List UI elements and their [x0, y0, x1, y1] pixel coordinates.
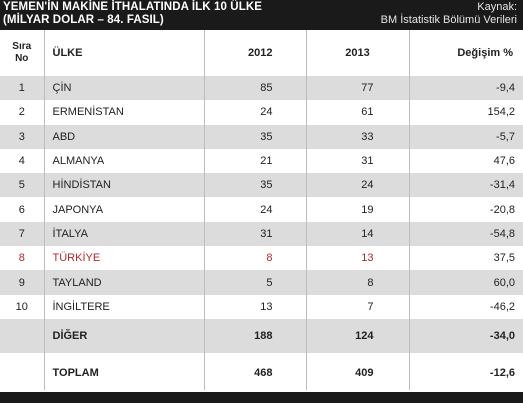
country-cell: HİNDİSTAN: [44, 173, 205, 198]
other-2012: 188: [204, 318, 307, 353]
rank-cell: 3: [0, 124, 45, 149]
value-2013-cell: 14: [306, 221, 410, 247]
table-row: 6 JAPONYA 24 19 -20,8: [0, 197, 523, 222]
total-2013: 409: [306, 355, 410, 390]
value-2012-cell: 31: [204, 221, 307, 247]
country-cell: ERMENİSTAN: [44, 100, 205, 125]
value-2013-cell: 24: [306, 173, 410, 198]
value-2012-cell: 8: [204, 246, 307, 271]
value-2013-cell: 33: [306, 124, 410, 149]
header-rank: Sıra No: [0, 30, 45, 76]
rank-cell-empty: [0, 318, 45, 353]
title-line-1: YEMEN'İN MAKİNE İTHALATINDA İLK 10 ÜLKE: [3, 1, 262, 13]
value-2012-cell: 5: [204, 270, 307, 295]
table-title: YEMEN'İN MAKİNE İTHALATINDA İLK 10 ÜLKE …: [3, 1, 303, 27]
table-row: 9 TAYLAND 5 8 60,0: [0, 270, 523, 295]
table-row: 4 ALMANYA 21 31 47,6: [0, 148, 523, 174]
other-change: -34,0: [409, 318, 523, 353]
value-2012-cell: 85: [204, 76, 307, 101]
header-2013: 2013: [306, 30, 410, 76]
source-text: BM İstatistik Bölümü Verileri: [380, 14, 517, 26]
country-cell: İNGİLTERE: [44, 294, 205, 319]
change-cell: -9,4: [409, 76, 523, 101]
value-2012-cell: 24: [204, 100, 307, 125]
rank-cell: 6: [0, 197, 45, 222]
value-2013-cell: 13: [306, 246, 410, 271]
value-2012-cell: 13: [204, 294, 307, 319]
rank-cell: 9: [0, 270, 45, 295]
change-cell: 47,6: [493, 155, 515, 168]
country-cell: ÇİN: [44, 76, 205, 101]
value-2012-cell: 35: [204, 173, 307, 198]
change-cell: -31,4: [409, 173, 523, 198]
value-2012-cell: 21: [204, 148, 307, 174]
value-2012-cell: 24: [204, 197, 307, 222]
table-row: 1 ÇİN 85 77 -9,4: [0, 76, 523, 101]
country-cell: İTALYA: [44, 221, 205, 247]
value-2013-cell: 19: [306, 197, 410, 222]
table-row: 10 İNGİLTERE 13 7 -46,2: [0, 294, 523, 319]
table-row: 5 HİNDİSTAN 35 24 -31,4: [0, 173, 523, 198]
change-cell: -46,2: [489, 300, 515, 313]
country-cell: JAPONYA: [44, 197, 205, 222]
change-cell: -5,7: [409, 124, 523, 149]
table-header-row: Sıra No ÜLKE 2012 2013 Değişim %: [0, 30, 523, 76]
total-2012: 468: [204, 355, 307, 390]
other-2013: 124: [306, 318, 410, 353]
change-cell: 37,5: [493, 252, 515, 265]
value-2012-cell: 35: [204, 124, 307, 149]
value-2013-cell: 77: [306, 76, 410, 101]
value-2013-cell: 31: [306, 148, 410, 174]
value-2013-cell: 61: [306, 100, 410, 125]
country-cell: ABD: [44, 124, 205, 149]
table-row: 7 İTALYA 31 14 -54,8: [0, 221, 523, 247]
footer-bar: [0, 392, 523, 403]
rank-cell: 7: [0, 221, 45, 247]
header-bar: YEMEN'İN MAKİNE İTHALATINDA İLK 10 ÜLKE …: [0, 0, 523, 30]
total-row: TOPLAM 468 409 -12,6: [0, 355, 523, 390]
table-row: 3 ABD 35 33 -5,7: [0, 124, 523, 149]
change-cell: -20,8: [489, 203, 515, 216]
value-2013-cell: 8: [306, 270, 410, 295]
country-cell: ALMANYA: [44, 148, 205, 174]
source-note: Kaynak: BM İstatistik Bölümü Verileri: [381, 1, 517, 27]
other-label: DİĞER: [44, 318, 205, 353]
country-cell: TÜRKİYE: [44, 246, 205, 271]
rank-cell: 8: [0, 246, 45, 271]
header-2012: 2012: [204, 30, 307, 76]
rank-cell: 2: [0, 100, 45, 125]
other-row: DİĞER 188 124 -34,0: [0, 318, 523, 353]
country-cell: TAYLAND: [44, 270, 205, 295]
source-label: Kaynak:: [477, 1, 517, 13]
rank-cell: 5: [0, 173, 45, 198]
rank-cell: 1: [0, 76, 45, 101]
change-cell: 154,2: [487, 106, 515, 119]
table-row-highlighted: 8 TÜRKİYE 8 13 37,5: [0, 246, 523, 271]
total-change: -12,6: [489, 366, 515, 379]
rank-cell: 4: [0, 148, 45, 174]
total-label: TOPLAM: [44, 355, 205, 390]
change-cell: -54,8: [409, 221, 523, 247]
header-country: ÜLKE: [44, 30, 205, 76]
value-2013-cell: 7: [306, 294, 410, 319]
header-change: Değişim %: [457, 47, 513, 59]
change-cell: 60,0: [409, 270, 523, 295]
data-table: Sıra No ÜLKE 2012 2013 Değişim % 1 ÇİN 85…: [0, 30, 523, 390]
table-row: 2 ERMENİSTAN 24 61 154,2: [0, 100, 523, 125]
rank-cell-empty: [0, 355, 45, 390]
row-separator: [0, 352, 523, 356]
title-line-2: (MİLYAR DOLAR – 84. FASIL): [3, 14, 164, 26]
rank-cell: 10: [0, 294, 45, 319]
